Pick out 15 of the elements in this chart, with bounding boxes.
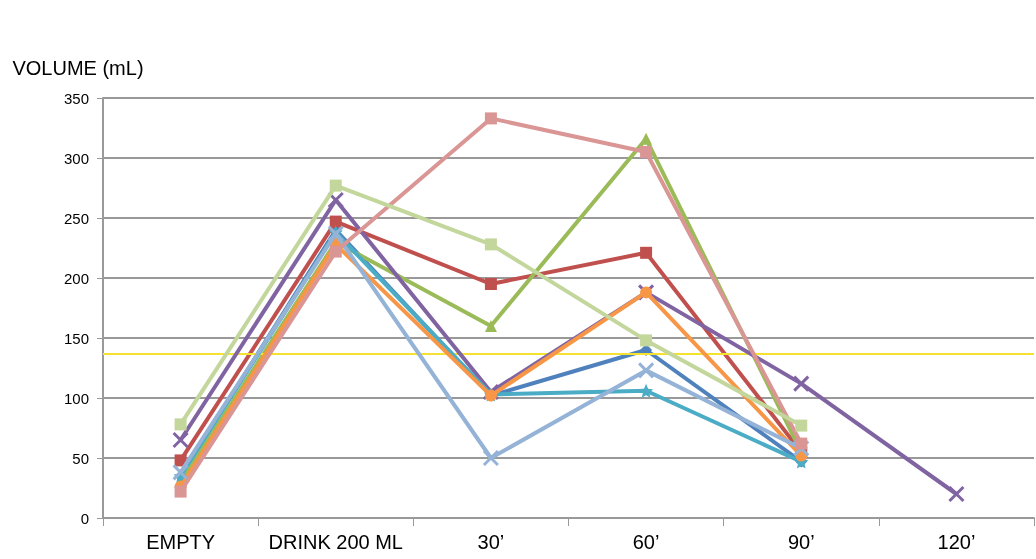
y-tick-label: 0 bbox=[80, 509, 89, 527]
y-tick-label: 100 bbox=[63, 389, 89, 407]
y-axis-title: VOLUME (mL) bbox=[12, 57, 144, 79]
y-tick-label: 50 bbox=[72, 449, 89, 467]
x-tick-label: 120’ bbox=[937, 531, 976, 553]
y-tick-label: 250 bbox=[63, 209, 89, 227]
x-tick-label: 30’ bbox=[477, 531, 505, 553]
x-tick-label: 90’ bbox=[787, 531, 815, 553]
x-tick-label: DRINK 200 ML bbox=[268, 531, 403, 553]
x-tick-label: 60’ bbox=[632, 531, 660, 553]
y-tick-label: 150 bbox=[63, 329, 89, 347]
y-tick-label: 200 bbox=[63, 269, 89, 287]
y-tick-label: 350 bbox=[63, 89, 89, 107]
x-tick-label: EMPTY bbox=[146, 531, 216, 553]
y-tick-label: 300 bbox=[63, 149, 89, 167]
